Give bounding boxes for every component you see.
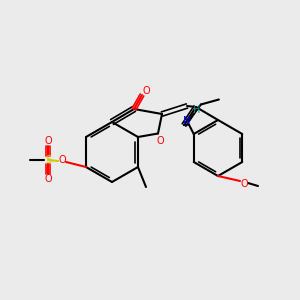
Text: O: O [44, 136, 52, 146]
Text: O: O [240, 179, 248, 189]
Text: O: O [58, 155, 66, 165]
Text: O: O [44, 174, 52, 184]
Text: S: S [45, 155, 51, 165]
Text: O: O [142, 86, 150, 96]
Text: O: O [156, 136, 164, 146]
Text: H: H [193, 105, 201, 115]
Text: N: N [183, 116, 190, 125]
